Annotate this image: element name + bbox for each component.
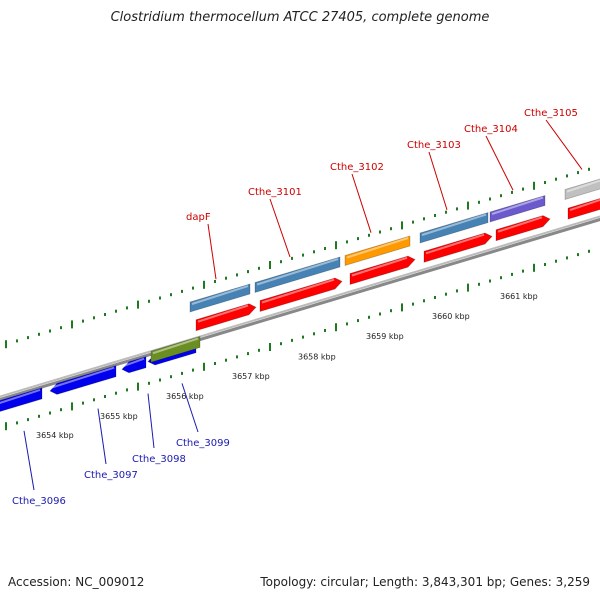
gene-feature[interactable] (189, 283, 251, 313)
gene-feature-shine (346, 237, 409, 259)
gene-feature-shine (191, 285, 249, 305)
label-leader-line (269, 198, 291, 258)
gene-label[interactable]: Cthe_3104 (464, 124, 518, 135)
cds-feature-forward[interactable] (259, 277, 343, 313)
kbp-label: 3661 kbp (500, 292, 538, 301)
gene-label[interactable]: Cthe_3098 (132, 454, 186, 465)
gene-label[interactable]: Cthe_3097 (84, 470, 138, 481)
gene-feature-shine (421, 213, 487, 236)
cds-feature-forward[interactable] (423, 232, 493, 263)
gene-feature-olive-shine (152, 337, 199, 355)
kbp-label: 3657 kbp (232, 372, 270, 381)
cds-feature-forward[interactable] (567, 198, 600, 220)
gene-feature-shine (256, 258, 339, 286)
gene-feature[interactable] (254, 256, 341, 294)
label-leader-line (485, 135, 514, 191)
cds-feature-forward[interactable] (349, 255, 416, 286)
cds-feature-forward-shine (197, 304, 249, 323)
cds-feature-reverse[interactable] (49, 365, 117, 395)
cds-feature-reverse[interactable] (121, 356, 147, 374)
summary-text: Topology: circular; Length: 3,843,301 bp… (260, 575, 590, 589)
kbp-label: 3659 kbp (366, 332, 404, 341)
cds-feature-reverse[interactable] (0, 387, 43, 413)
label-leader-line (23, 430, 35, 491)
cds-feature-reverse-shine (0, 388, 41, 404)
gene-label[interactable]: dapF (186, 212, 211, 223)
gene-feature-olive[interactable] (150, 335, 201, 363)
cds-feature-forward-shine (261, 278, 335, 304)
kbp-label: 3660 kbp (432, 312, 470, 321)
gene-label[interactable]: Cthe_3103 (407, 140, 461, 151)
gene-label[interactable]: Cthe_3101 (248, 187, 302, 198)
backbone-line-light (0, 215, 600, 398)
gene-feature[interactable] (489, 194, 546, 223)
label-leader-line (207, 223, 217, 280)
gene-label[interactable]: Cthe_3099 (176, 438, 230, 449)
gene-feature-shine (566, 179, 600, 193)
gene-feature[interactable] (419, 212, 489, 244)
label-leader-line (351, 173, 372, 233)
gene-feature-shine (491, 196, 544, 215)
label-leader-line (428, 151, 448, 211)
cds-feature-reverse-shine (123, 357, 145, 367)
gene-label[interactable]: Cthe_3105 (524, 108, 578, 119)
cds-feature-forward-shine (425, 233, 485, 255)
cds-feature-reverse-shine (51, 366, 115, 389)
label-leader-line (97, 408, 107, 465)
kbp-label: 3658 kbp (298, 352, 336, 361)
cds-feature-forward[interactable] (495, 215, 551, 242)
kbp-label: 3655 kbp (100, 412, 138, 421)
label-leader-line (545, 119, 583, 170)
cds-feature-forward[interactable] (195, 303, 257, 332)
cds-feature-forward-shine (569, 198, 600, 212)
accession-text: Accession: NC_009012 (8, 575, 145, 589)
kbp-label: 3654 kbp (36, 431, 74, 440)
cds-feature-forward-shine (351, 256, 408, 277)
label-leader-line (147, 393, 155, 449)
map-title: Clostridium thermocellum ATCC 27405, com… (110, 10, 490, 25)
gene-label[interactable]: Cthe_3096 (12, 496, 66, 507)
gene-label[interactable]: Cthe_3102 (330, 162, 384, 173)
cds-feature-forward-shine (497, 216, 543, 233)
gene-feature[interactable] (344, 235, 411, 267)
backbone-line (0, 217, 600, 402)
kbp-label: 3656 kbp (166, 392, 204, 401)
label-leader-line (181, 383, 199, 433)
gene-feature[interactable] (564, 176, 600, 201)
